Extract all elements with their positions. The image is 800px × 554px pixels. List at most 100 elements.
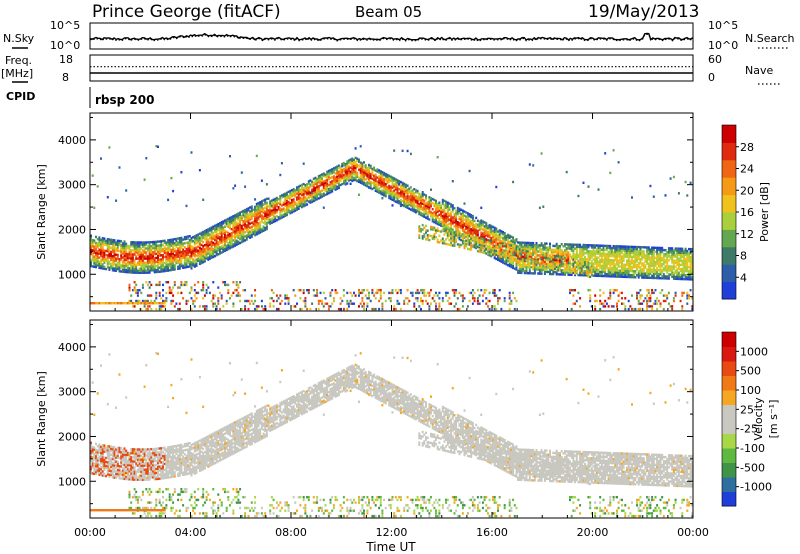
range-gate-cell xyxy=(530,253,533,256)
range-gate-cell xyxy=(441,208,444,212)
range-gate-cell xyxy=(120,252,123,255)
range-gate-cell xyxy=(307,190,310,193)
range-gate-cell xyxy=(481,220,484,223)
range-gate-cell xyxy=(116,245,119,249)
range-gate-cell xyxy=(604,258,607,262)
range-gate-cell xyxy=(207,228,210,231)
range-gate-cell xyxy=(502,245,504,248)
range-gate-cell xyxy=(342,163,345,167)
range-gate-cell xyxy=(386,177,389,181)
range-gate-cell xyxy=(135,291,138,295)
range-gate-cell xyxy=(193,249,196,252)
range-gate-cell xyxy=(337,170,340,173)
range-gate-cell xyxy=(219,248,221,251)
range-gate-cell xyxy=(272,299,275,303)
range-gate-cell xyxy=(148,302,151,305)
range-gate-cell xyxy=(279,197,282,200)
range-gate-cell xyxy=(527,272,530,275)
range-gate-cell xyxy=(515,258,518,262)
range-gate-cell xyxy=(572,269,575,273)
range-gate-cell xyxy=(605,264,608,268)
range-gate-cell xyxy=(574,253,577,256)
range-gate-cell xyxy=(214,244,216,248)
beam-label: Beam 05 xyxy=(355,3,422,21)
range-gate-cell xyxy=(520,255,523,258)
range-gate-cell xyxy=(289,210,292,213)
range-gate-cell xyxy=(498,241,501,244)
range-gate-cell xyxy=(587,264,590,267)
range-gate-cell xyxy=(550,260,553,263)
range-gate-cell xyxy=(150,247,153,250)
range-gate-cell xyxy=(455,291,458,295)
range-gate-cell xyxy=(93,251,96,254)
range-gate-cell xyxy=(173,244,176,247)
range-gate-cell xyxy=(398,180,401,183)
range-gate-cell xyxy=(198,246,201,249)
range-gate-cell xyxy=(105,259,108,263)
range-gate-cell xyxy=(383,184,386,187)
range-gate-cell xyxy=(270,199,273,202)
range-gate-cell xyxy=(232,215,235,218)
range-gate-cell xyxy=(135,289,138,292)
range-gate-cell xyxy=(152,265,154,268)
range-gate-cell xyxy=(441,210,444,214)
range-gate-cell xyxy=(567,259,570,262)
range-gate-cell xyxy=(249,210,252,213)
range-gate-cell xyxy=(445,238,448,241)
range-gate-cell xyxy=(590,271,593,274)
range-gate-cell xyxy=(349,178,352,181)
range-gate-cell xyxy=(443,211,446,215)
range-gate-cell xyxy=(549,248,551,251)
range-gate-cell xyxy=(523,247,526,250)
range-gate-cell xyxy=(394,184,397,187)
range-gate-cell xyxy=(111,250,114,254)
range-gate-cell xyxy=(500,236,503,239)
range-gate-cell xyxy=(533,246,536,249)
range-gate-cell xyxy=(195,254,198,257)
range-gate-cell xyxy=(202,254,205,258)
range-gate-cell xyxy=(135,243,138,246)
range-gate-cell xyxy=(294,189,297,192)
range-gate-cell xyxy=(441,223,444,226)
range-gate-cell xyxy=(493,250,496,254)
range-gate-cell xyxy=(111,255,114,258)
range-gate-cell xyxy=(146,263,149,266)
range-gate-cell xyxy=(202,236,205,240)
range-gate-cell xyxy=(425,216,427,219)
range-gate-cell xyxy=(550,272,553,276)
range-gate-cell xyxy=(113,255,116,258)
range-gate-cell xyxy=(466,241,469,244)
range-gate-cell xyxy=(225,302,228,305)
range-gate-cell xyxy=(418,234,421,237)
range-gate-cell xyxy=(172,258,175,261)
range-gate-cell xyxy=(351,177,354,181)
range-gate-cell xyxy=(433,226,436,229)
range-gate-cell xyxy=(337,176,340,179)
range-gate-cell xyxy=(219,252,221,255)
range-gate-cell xyxy=(324,187,327,190)
range-gate-cell xyxy=(100,238,102,242)
range-gate-cell xyxy=(195,240,198,243)
range-gate-cell xyxy=(418,206,421,210)
range-gate-cell xyxy=(426,217,429,220)
range-gate-cell xyxy=(423,205,426,208)
range-gate-cell xyxy=(528,247,531,251)
range-gate-cell xyxy=(480,289,483,292)
range-gate-cell xyxy=(470,246,473,249)
range-gate-cell xyxy=(589,252,592,255)
range-gate-cell xyxy=(247,227,250,230)
range-gate-cell xyxy=(590,256,593,259)
range-gate-cell xyxy=(294,203,297,206)
range-gate-cell xyxy=(468,241,471,244)
range-gate-cell xyxy=(138,271,141,274)
range-gate-cell xyxy=(492,225,494,229)
range-gate-cell xyxy=(250,213,253,216)
range-gate-cell xyxy=(349,160,352,163)
range-gate-cell xyxy=(354,176,357,180)
range-gate-cell xyxy=(314,178,317,182)
range-gate-cell xyxy=(485,297,488,300)
noise-left-label: N.Sky xyxy=(3,32,35,45)
range-gate-cell xyxy=(580,262,583,265)
range-gate-cell xyxy=(291,193,293,196)
range-gate-cell xyxy=(416,199,419,203)
